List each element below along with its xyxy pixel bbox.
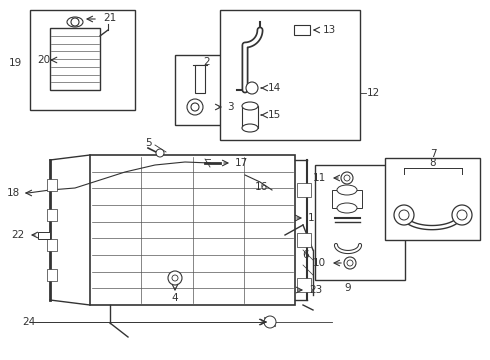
Text: 1: 1 — [308, 213, 315, 223]
Text: 21: 21 — [103, 13, 116, 23]
Circle shape — [191, 103, 199, 111]
Text: 12: 12 — [367, 88, 380, 98]
Ellipse shape — [337, 203, 357, 213]
Bar — [315, 165, 405, 280]
Text: 9: 9 — [344, 283, 351, 293]
Bar — [294, 25, 310, 35]
Bar — [38, 232, 50, 239]
Text: 17: 17 — [235, 158, 248, 168]
Text: 5: 5 — [145, 138, 151, 148]
Text: 24: 24 — [22, 317, 35, 327]
Ellipse shape — [242, 102, 258, 110]
Bar — [30, 10, 135, 110]
Circle shape — [341, 172, 353, 184]
Bar — [47, 239, 57, 251]
Circle shape — [187, 99, 203, 115]
Circle shape — [452, 205, 472, 225]
Text: 4: 4 — [172, 293, 178, 303]
Text: 13: 13 — [323, 25, 336, 35]
Text: 19: 19 — [9, 58, 22, 68]
Bar — [297, 183, 311, 197]
Text: 2: 2 — [204, 57, 210, 67]
Circle shape — [172, 275, 178, 281]
Text: 18: 18 — [7, 188, 20, 198]
Circle shape — [156, 149, 164, 157]
Bar — [90, 155, 295, 305]
Bar — [297, 278, 311, 292]
Bar — [332, 190, 362, 208]
Bar — [242, 106, 258, 128]
Text: 16: 16 — [255, 182, 268, 192]
Bar — [385, 158, 480, 240]
Text: 15: 15 — [268, 110, 281, 120]
Text: 20: 20 — [37, 55, 50, 65]
Bar — [195, 65, 205, 93]
Ellipse shape — [337, 185, 357, 195]
Circle shape — [457, 210, 467, 220]
Circle shape — [71, 18, 79, 26]
Text: 6: 6 — [302, 250, 309, 260]
Bar — [50, 28, 100, 90]
Circle shape — [246, 82, 258, 94]
Circle shape — [394, 205, 414, 225]
Bar — [297, 233, 311, 247]
Circle shape — [264, 316, 276, 328]
Circle shape — [347, 260, 353, 266]
Text: 3: 3 — [227, 102, 234, 112]
Text: 8: 8 — [430, 158, 436, 168]
Circle shape — [399, 210, 409, 220]
Text: 10: 10 — [313, 258, 326, 268]
Bar — [47, 179, 57, 191]
Bar — [175, 55, 255, 125]
Circle shape — [344, 257, 356, 269]
Bar — [47, 269, 57, 281]
Circle shape — [344, 175, 350, 181]
Bar — [220, 10, 360, 140]
Bar — [47, 209, 57, 221]
Text: 22: 22 — [11, 230, 24, 240]
Circle shape — [168, 271, 182, 285]
Text: 7: 7 — [430, 149, 436, 159]
Ellipse shape — [242, 124, 258, 132]
Text: 14: 14 — [268, 83, 281, 93]
Text: 23: 23 — [309, 285, 322, 295]
Ellipse shape — [67, 17, 83, 27]
Text: 11: 11 — [313, 173, 326, 183]
